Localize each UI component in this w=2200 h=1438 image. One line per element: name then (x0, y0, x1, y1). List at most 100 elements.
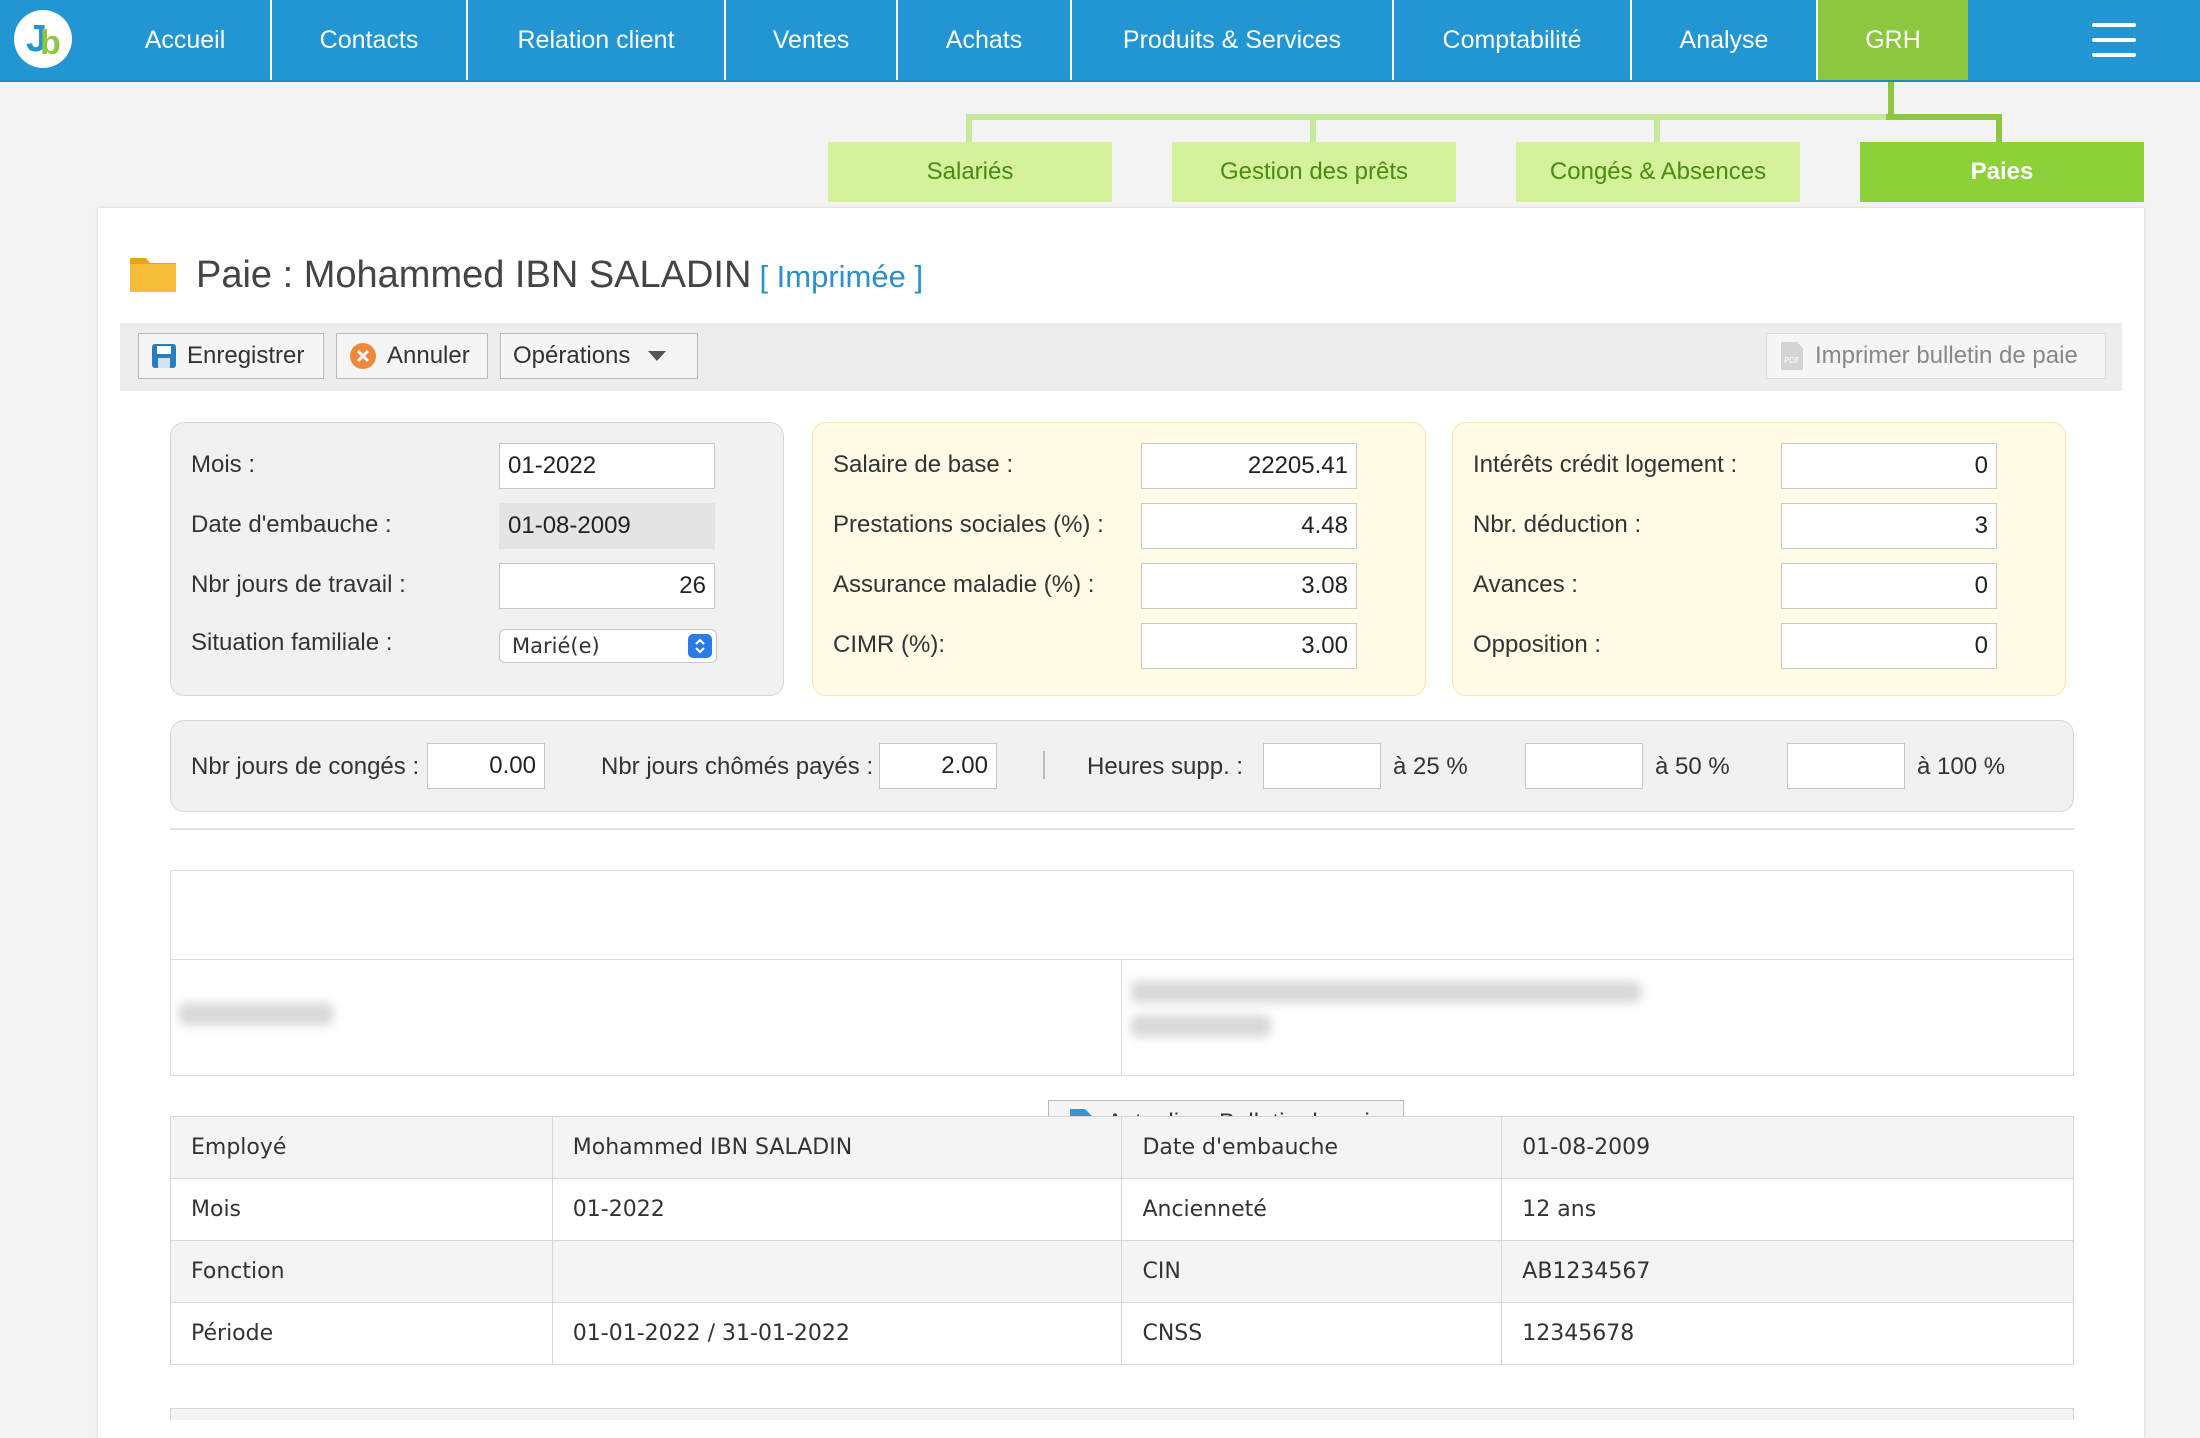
heures-supp-label: Heures supp. : (1087, 753, 1244, 780)
subtab-paies[interactable]: Paies (1860, 142, 2144, 202)
cimr-field[interactable]: 3.00 (1141, 623, 1357, 669)
salaire-label: Salaire de base : (833, 451, 1014, 478)
hs-100-field[interactable] (1787, 743, 1905, 789)
subtab-gestion-prets[interactable]: Gestion des prêts (1172, 142, 1456, 202)
hs-25-label: à 25 % (1393, 753, 1468, 780)
subtab-salaries[interactable]: Salariés (828, 142, 1112, 202)
status-badge[interactable]: [ Imprimée ] (759, 259, 924, 294)
avances-field[interactable]: 0 (1781, 563, 1997, 609)
cancel-icon (350, 343, 376, 369)
folder-icon (130, 258, 176, 292)
table-cell: 01-01-2022 / 31-01-2022 (551, 1302, 1123, 1365)
nav-accueil[interactable]: Accueil (100, 0, 272, 80)
redacted-city (1131, 1015, 1271, 1037)
situation-select[interactable]: Marié(e) (499, 629, 717, 663)
table-cell: Période (170, 1302, 553, 1365)
toolbar: Enregistrer Annuler Opérations PDF Impri… (120, 323, 2122, 391)
table-cell: Date d'embauche (1121, 1116, 1503, 1179)
save-button[interactable]: Enregistrer (138, 333, 324, 379)
table-cell: 12345678 (1501, 1302, 2074, 1365)
interets-field[interactable]: 0 (1781, 443, 1997, 489)
redacted-address-line (1131, 981, 1641, 1003)
table-row: Période 01-01-2022 / 31-01-2022 CNSS 123… (170, 1302, 2074, 1365)
cancel-button[interactable]: Annuler (336, 333, 488, 379)
divider (1043, 751, 1045, 779)
table-row: Mois 01-2022 Ancienneté 12 ans (170, 1178, 2074, 1241)
conges-label: Nbr jours de congés : (191, 753, 420, 780)
hs-100-label: à 100 % (1917, 753, 2006, 780)
hs-50-label: à 50 % (1655, 753, 1730, 780)
subnav-connector-line (966, 114, 2002, 120)
deductions-box: Intérêts crédit logement : 0 Nbr. déduct… (1452, 422, 2066, 696)
print-payslip-button[interactable]: PDF Imprimer bulletin de paie (1766, 333, 2106, 379)
deduction-field[interactable]: 3 (1781, 503, 1997, 549)
table-row: Employé Mohammed IBN SALADIN Date d'emba… (170, 1116, 2074, 1179)
pdf-icon: PDF (1781, 342, 1803, 370)
cimr-label: CIMR (%): (833, 631, 945, 658)
svg-text:PDF: PDF (1784, 356, 1800, 365)
employee-info-box: Mois : 01-2022 Date d'embauche : 01-08-2… (170, 422, 784, 696)
interets-label: Intérêts crédit logement : (1473, 451, 1738, 478)
employee-info-table: Employé Mohammed IBN SALADIN Date d'emba… (170, 1116, 2074, 1365)
operations-dropdown[interactable]: Opérations (500, 333, 698, 379)
menu-icon[interactable] (2092, 23, 2136, 57)
page-title: Paie : Mohammed IBN SALADIN[ Imprimée ] (196, 254, 923, 297)
chomes-field[interactable]: 2.00 (879, 743, 997, 789)
redacted-company-name (179, 1003, 333, 1025)
table-cell: CIN (1121, 1240, 1503, 1303)
chomes-label: Nbr jours chômés payés : (601, 753, 874, 780)
table-cell: Ancienneté (1121, 1178, 1503, 1241)
nav-contacts[interactable]: Contacts (272, 0, 468, 80)
page-title-text: Paie : Mohammed IBN SALADIN (196, 254, 752, 296)
table-row: Fonction CIN AB1234567 (170, 1240, 2074, 1303)
prestations-label: Prestations sociales (%) : (833, 511, 1104, 538)
select-arrows-icon (688, 634, 712, 658)
table-cell: 12 ans (1501, 1178, 2074, 1241)
conges-field[interactable]: 0.00 (427, 743, 545, 789)
nav-produits-services[interactable]: Produits & Services (1072, 0, 1394, 80)
table-cell: Employé (170, 1116, 553, 1179)
nav-achats[interactable]: Achats (898, 0, 1072, 80)
payslip-header-box (170, 870, 2074, 1076)
nav-comptabilite[interactable]: Comptabilité (1394, 0, 1632, 80)
table-cell: 01-08-2009 (1501, 1116, 2074, 1179)
overtime-box: Nbr jours de congés : 0.00 Nbr jours chô… (170, 720, 2074, 812)
separator (170, 828, 2074, 830)
jours-travail-label: Nbr jours de travail : (191, 571, 406, 598)
hs-25-field[interactable] (1263, 743, 1381, 789)
prestations-field[interactable]: 4.48 (1141, 503, 1357, 549)
opposition-label: Opposition : (1473, 631, 1602, 658)
deduction-label: Nbr. déduction : (1473, 511, 1642, 538)
embauche-field: 01-08-2009 (499, 503, 715, 549)
salaire-field[interactable]: 22205.41 (1141, 443, 1357, 489)
summary-table-top (170, 1408, 2074, 1420)
table-cell: Mois (170, 1178, 553, 1241)
situation-label: Situation familiale : (191, 629, 393, 656)
mois-field[interactable]: 01-2022 (499, 443, 715, 489)
jours-travail-field[interactable]: 26 (499, 563, 715, 609)
table-cell: Mohammed IBN SALADIN (551, 1116, 1123, 1179)
assurance-field[interactable]: 3.08 (1141, 563, 1357, 609)
table-cell: AB1234567 (1501, 1240, 2074, 1303)
embauche-label: Date d'embauche : (191, 511, 392, 538)
subtab-conges-absences[interactable]: Congés & Absences (1516, 142, 1800, 202)
nav-ventes[interactable]: Ventes (726, 0, 898, 80)
save-icon (152, 344, 176, 368)
nav-grh[interactable]: GRH (1818, 0, 1968, 80)
salary-box: Salaire de base : 22205.41 Prestations s… (812, 422, 1426, 696)
subnav-connector (1888, 82, 1894, 118)
hs-50-field[interactable] (1525, 743, 1643, 789)
table-cell: 01-2022 (551, 1178, 1123, 1241)
table-cell: Fonction (170, 1240, 553, 1303)
nav-analyse[interactable]: Analyse (1632, 0, 1818, 80)
opposition-field[interactable]: 0 (1781, 623, 1997, 669)
table-cell (551, 1240, 1123, 1303)
avances-label: Avances : (1473, 571, 1578, 598)
assurance-label: Assurance maladie (%) : (833, 571, 1095, 598)
mois-label: Mois : (191, 451, 256, 478)
caret-down-icon (648, 351, 667, 361)
nav-relation-client[interactable]: Relation client (468, 0, 726, 80)
table-cell: CNSS (1121, 1302, 1503, 1365)
